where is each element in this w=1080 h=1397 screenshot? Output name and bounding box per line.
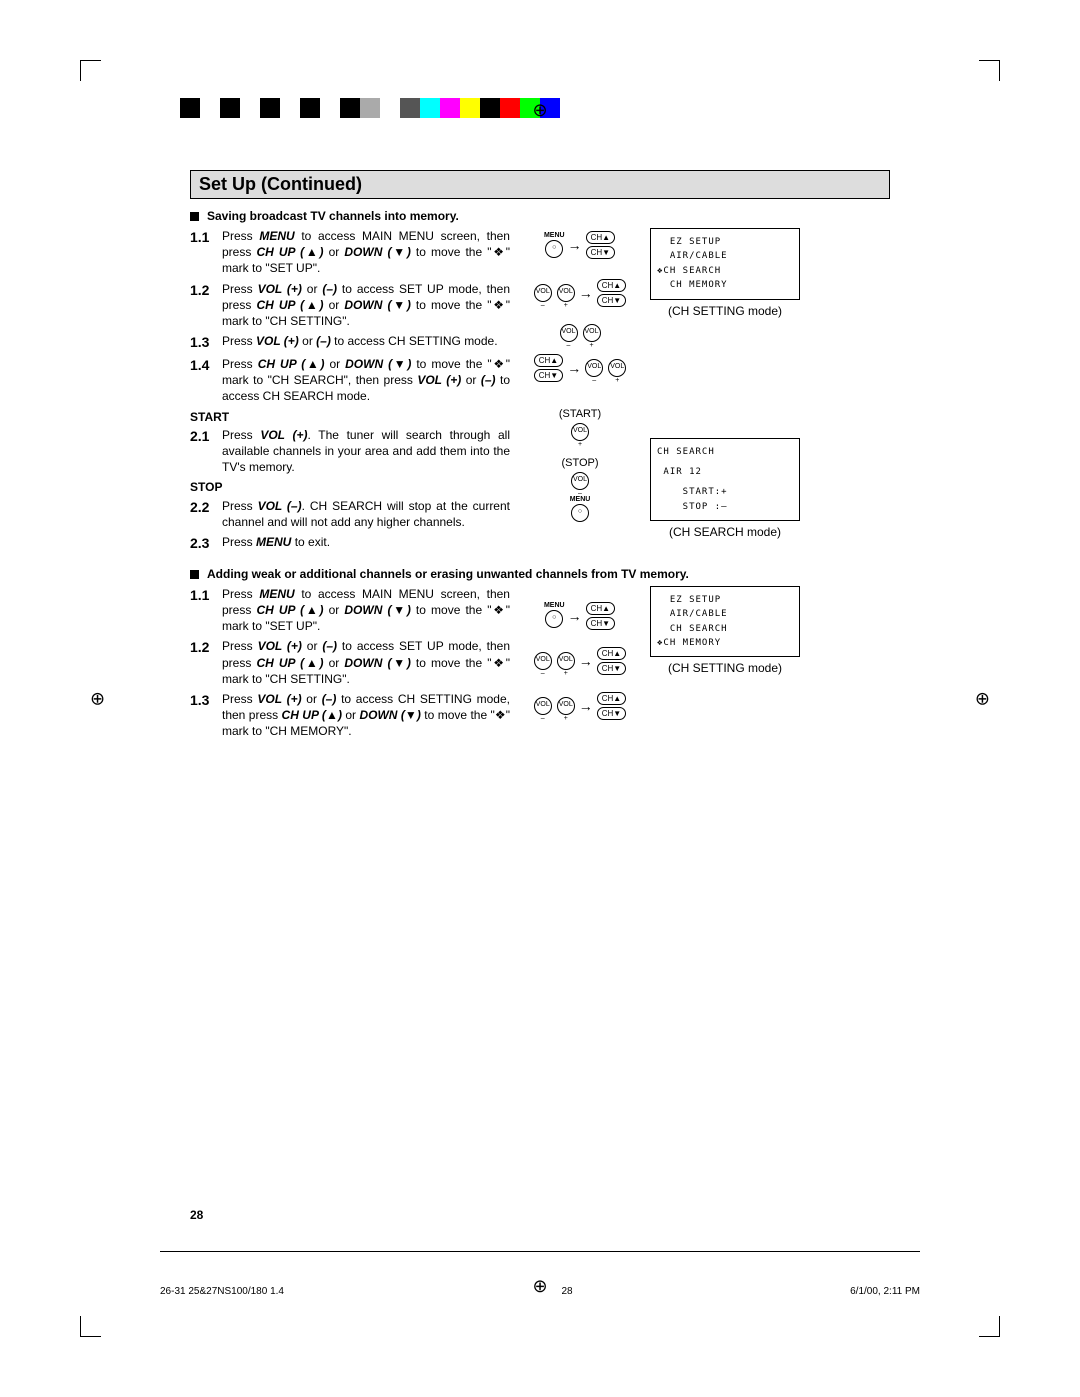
vol-minus-button-icon: VOL– — [534, 284, 552, 302]
step-text: Press MENU to access MAIN MENU screen, t… — [222, 228, 510, 277]
osd-line: AIR/CABLE — [657, 607, 793, 621]
page-number: 28 — [190, 1208, 203, 1222]
step-text: Press VOL (+). The tuner will search thr… — [222, 427, 510, 476]
osd-screen-ch-setting: EZ SETUP AIR/CABLE ❖CH SEARCH CH MEMORY — [650, 228, 800, 300]
step-number: 1.4 — [190, 356, 222, 405]
button-diagram-column: MENU○ → CH▲CH▼ VOL– VOL+ → CH▲CH▼ VOL– V… — [520, 228, 640, 557]
start-heading: START — [190, 409, 510, 425]
step-number: 2.1 — [190, 427, 222, 476]
step-text: Press MENU to access MAIN MENU screen, t… — [222, 586, 510, 635]
ch-down-button-icon: CH▼ — [586, 617, 615, 630]
vol-plus-button-icon: VOL+ — [557, 652, 575, 670]
step-number: 1.3 — [190, 691, 222, 740]
step-text: Press VOL (+) or (–) to access SET UP mo… — [222, 638, 510, 687]
osd-caption: (CH SEARCH mode) — [650, 525, 800, 539]
osd-line: ❖CH SEARCH — [657, 264, 793, 278]
ch-down-button-icon: CH▼ — [597, 294, 626, 307]
vol-plus-button-icon: VOL+ — [583, 324, 601, 342]
section-title: Set Up (Continued) — [190, 170, 890, 199]
ch-up-button-icon: CH▲ — [597, 647, 626, 660]
osd-line: AIR/CABLE — [657, 249, 793, 263]
footer-doc-id: 26-31 25&27NS100/180 1.4 — [160, 1286, 284, 1297]
step-number: 2.3 — [190, 534, 222, 553]
button-diagram-column: MENU○ → CH▲CH▼ VOL– VOL+ → CH▲CH▼ VOL– V… — [520, 586, 640, 744]
vol-minus-button-icon: VOL– — [571, 472, 589, 490]
crop-corner — [979, 60, 1000, 81]
step-number: 1.1 — [190, 586, 222, 635]
step-text: Press CH UP (▲) or DOWN (▼) to move the … — [222, 356, 510, 405]
ch-up-button-icon: CH▲ — [597, 692, 626, 705]
ch-up-button-icon: CH▲ — [586, 602, 615, 615]
stop-heading: STOP — [190, 479, 510, 495]
crop-corner — [80, 60, 101, 81]
osd-caption: (CH SETTING mode) — [650, 304, 800, 318]
bullet-icon — [190, 212, 199, 221]
menu-button-icon: ○ — [545, 240, 563, 258]
crop-corner — [80, 1316, 101, 1337]
step-number: 2.2 — [190, 498, 222, 530]
bullet-icon — [190, 570, 199, 579]
osd-line: EZ SETUP — [657, 593, 793, 607]
vol-plus-button-icon: VOL+ — [557, 697, 575, 715]
page-content: Set Up (Continued) Saving broadcast TV c… — [190, 170, 890, 743]
registration-mark-icon: ⊕ — [975, 688, 990, 709]
ch-down-button-icon: CH▼ — [586, 246, 615, 259]
ch-down-button-icon: CH▼ — [534, 369, 563, 382]
osd-screen-ch-search: CH SEARCH AIR 12 START:+ STOP :– — [650, 438, 800, 522]
osd-line: STOP :– — [657, 500, 793, 514]
ch-up-button-icon: CH▲ — [534, 354, 563, 367]
vol-minus-button-icon: VOL– — [560, 324, 578, 342]
color-calibration-bar — [180, 98, 580, 118]
step-text: Press VOL (–). CH SEARCH will stop at th… — [222, 498, 510, 530]
vol-minus-button-icon: VOL– — [534, 652, 552, 670]
step-text: Press MENU to exit. — [222, 534, 510, 553]
footer-timestamp: 6/1/00, 2:11 PM — [850, 1286, 920, 1297]
osd-line: EZ SETUP — [657, 235, 793, 249]
stop-label: (STOP) — [520, 457, 640, 469]
step-text: Press VOL (+) or (–) to access SET UP mo… — [222, 281, 510, 330]
step-number: 1.1 — [190, 228, 222, 277]
vol-plus-button-icon: VOL+ — [557, 284, 575, 302]
subheading-adding-channels: Adding weak or additional channels or er… — [190, 567, 890, 581]
vol-minus-button-icon: VOL– — [585, 359, 603, 377]
footer-divider — [160, 1251, 920, 1252]
osd-line: ❖CH MEMORY — [657, 636, 793, 650]
print-footer: 26-31 25&27NS100/180 1.4 28 6/1/00, 2:11… — [160, 1286, 920, 1297]
vol-plus-button-icon: VOL+ — [571, 423, 589, 441]
step-number: 1.2 — [190, 638, 222, 687]
registration-mark-icon: ⊕ — [532, 100, 547, 121]
step-text: Press VOL (+) or (–) to access CH SETTIN… — [222, 691, 510, 740]
osd-line: CH SEARCH — [657, 445, 793, 459]
subheading-text: Adding weak or additional channels or er… — [207, 567, 689, 581]
start-label: (START) — [520, 408, 640, 420]
subheading-text: Saving broadcast TV channels into memory… — [207, 209, 459, 223]
subheading-saving-channels: Saving broadcast TV channels into memory… — [190, 209, 890, 223]
ch-down-button-icon: CH▼ — [597, 662, 626, 675]
ch-down-button-icon: CH▼ — [597, 707, 626, 720]
step-text: Press VOL (+) or (–) to access CH SETTIN… — [222, 333, 510, 352]
ch-up-button-icon: CH▲ — [597, 279, 626, 292]
osd-line: START:+ — [657, 485, 793, 499]
menu-button-icon: ○ — [571, 504, 589, 522]
menu-button-icon: ○ — [545, 610, 563, 628]
osd-line: CH SEARCH — [657, 622, 793, 636]
step-number: 1.3 — [190, 333, 222, 352]
ch-up-button-icon: CH▲ — [586, 231, 615, 244]
vol-minus-button-icon: VOL– — [534, 697, 552, 715]
crop-corner — [979, 1316, 1000, 1337]
osd-screen-ch-memory: EZ SETUP AIR/CABLE CH SEARCH ❖CH MEMORY — [650, 586, 800, 658]
osd-caption: (CH SETTING mode) — [650, 661, 800, 675]
registration-mark-icon: ⊕ — [90, 688, 105, 709]
osd-line: AIR 12 — [657, 465, 793, 479]
osd-line: CH MEMORY — [657, 278, 793, 292]
step-number: 1.2 — [190, 281, 222, 330]
vol-plus-button-icon: VOL+ — [608, 359, 626, 377]
footer-page: 28 — [562, 1286, 573, 1297]
